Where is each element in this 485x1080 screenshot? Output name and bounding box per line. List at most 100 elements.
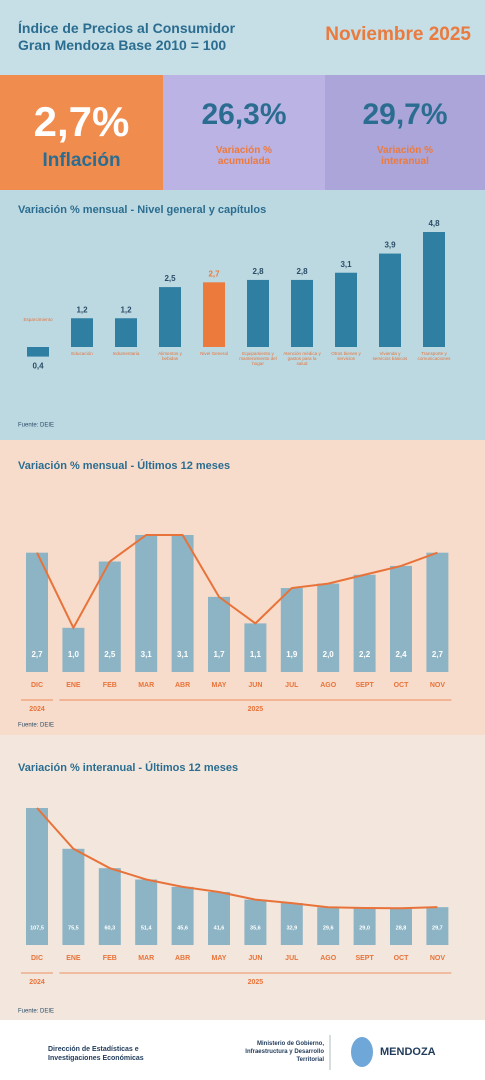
x-tick-label: ABR xyxy=(175,682,190,689)
kpi-label: Inflación xyxy=(42,150,121,171)
kpi-bg xyxy=(0,75,163,190)
x-tick-label: MAY xyxy=(212,955,227,962)
value-label: 4,8 xyxy=(428,219,440,228)
x-tick-label: FEB xyxy=(103,955,117,962)
category-label: Alimentos y bebidas xyxy=(158,351,182,362)
value-label: 32,9 xyxy=(286,925,297,931)
x-tick-label: JUL xyxy=(285,682,299,689)
bar xyxy=(244,623,267,672)
x-tick-label: NOV xyxy=(430,682,446,689)
line xyxy=(36,534,438,630)
footer-brand: MENDOZA xyxy=(380,1046,436,1058)
bar xyxy=(171,886,194,945)
year-label: 2025 xyxy=(248,706,264,713)
chart-title: Variación % mensual - Últimos 12 meses xyxy=(18,459,230,472)
year-label: 2024 xyxy=(29,979,45,986)
bar xyxy=(98,868,121,945)
x-tick-label: NOV xyxy=(430,955,446,962)
value-label: 1,9 xyxy=(286,650,298,659)
bar xyxy=(390,565,412,672)
year-label: 2024 xyxy=(29,706,45,713)
bar xyxy=(379,253,401,347)
value-label: 2,5 xyxy=(104,650,116,659)
bar xyxy=(26,552,48,672)
category-label: Indumentaria xyxy=(112,351,140,356)
value-label: 3,9 xyxy=(384,241,396,250)
x-tick-label: AGO xyxy=(320,682,337,689)
header-bg xyxy=(0,0,485,75)
line xyxy=(36,807,438,910)
x-tick-label: AGO xyxy=(320,955,337,962)
bar xyxy=(280,588,303,672)
bar xyxy=(159,287,181,347)
bar xyxy=(26,808,48,945)
value-label: 75,5 xyxy=(68,925,79,931)
value-label: 45,6 xyxy=(177,925,188,931)
emblem xyxy=(351,1037,373,1067)
bar xyxy=(353,574,376,672)
title-line: Índice de Precios al Consumidor xyxy=(18,20,236,36)
period: Noviembre 2025 xyxy=(325,24,471,45)
bar xyxy=(62,627,85,672)
bar xyxy=(280,903,303,945)
bar xyxy=(291,279,313,347)
value-label: 1,0 xyxy=(68,650,80,659)
chart-title: Variación % interanual - Últimos 12 mese… xyxy=(18,761,238,774)
kpi-value: 26,3% xyxy=(201,98,287,131)
x-tick-label: SEPT xyxy=(355,955,374,962)
source: Fuente: DEIE xyxy=(18,423,54,429)
value-label: 1,1 xyxy=(250,650,262,659)
bar xyxy=(27,347,49,357)
value-label: 2,8 xyxy=(296,267,308,276)
bar xyxy=(390,908,412,945)
category-label: Educación xyxy=(71,351,93,356)
value-label: 28,8 xyxy=(396,925,407,931)
chart-title: Variación % mensual - Nivel general y ca… xyxy=(18,204,266,216)
bar xyxy=(244,899,267,945)
kpi-bg xyxy=(163,75,325,190)
value-label: 2,2 xyxy=(359,650,371,659)
bar xyxy=(247,279,269,347)
value-label: 2,0 xyxy=(323,650,335,659)
bar xyxy=(62,848,85,945)
bar xyxy=(317,583,340,672)
bar xyxy=(98,561,121,672)
kpi-value: 2,7% xyxy=(33,98,130,145)
value-label: 2,7 xyxy=(432,650,444,659)
header-title: Índice de Precios al Consumidor Gran Men… xyxy=(18,20,235,54)
x-tick-label: DIC xyxy=(31,682,43,689)
kpi-label: Variación % acumulada xyxy=(215,145,273,167)
category-label: Vivienda y servicios básicos xyxy=(372,351,408,362)
value-label: 1,2 xyxy=(76,305,88,314)
value-label: 29,0 xyxy=(359,925,370,931)
footer-org: Dirección de Estadísticas e Investigacio… xyxy=(48,1046,144,1062)
kpi-bg xyxy=(325,75,485,190)
value-label: 2,5 xyxy=(164,274,176,283)
section-bg xyxy=(0,190,485,440)
x-tick-label: ABR xyxy=(175,955,190,962)
bar xyxy=(353,908,376,945)
value-label: 0,4 xyxy=(32,362,44,371)
category-label: Equipamiento y mantenimiento del hogar xyxy=(239,351,277,367)
bar xyxy=(335,272,357,347)
category-label: Transporte y comunicaciones xyxy=(417,351,451,362)
value-label: 51,4 xyxy=(141,925,153,931)
x-tick-label: MAR xyxy=(138,682,154,689)
bar xyxy=(426,907,449,945)
bar xyxy=(317,907,340,945)
x-tick-label: FEB xyxy=(103,682,117,689)
value-label: 3,1 xyxy=(340,260,352,269)
value-label: 29,7 xyxy=(432,925,443,931)
x-tick-label: JUN xyxy=(248,955,262,962)
bar xyxy=(71,318,93,347)
bar xyxy=(135,879,158,945)
x-tick-label: MAY xyxy=(212,682,227,689)
kpi-value: 29,7% xyxy=(362,98,448,131)
bar xyxy=(423,232,445,347)
value-label: 29,6 xyxy=(323,925,334,931)
value-label: 41,6 xyxy=(214,925,225,931)
value-label: 3,1 xyxy=(141,650,153,659)
kpi-label: Variación % interanual xyxy=(376,145,434,167)
